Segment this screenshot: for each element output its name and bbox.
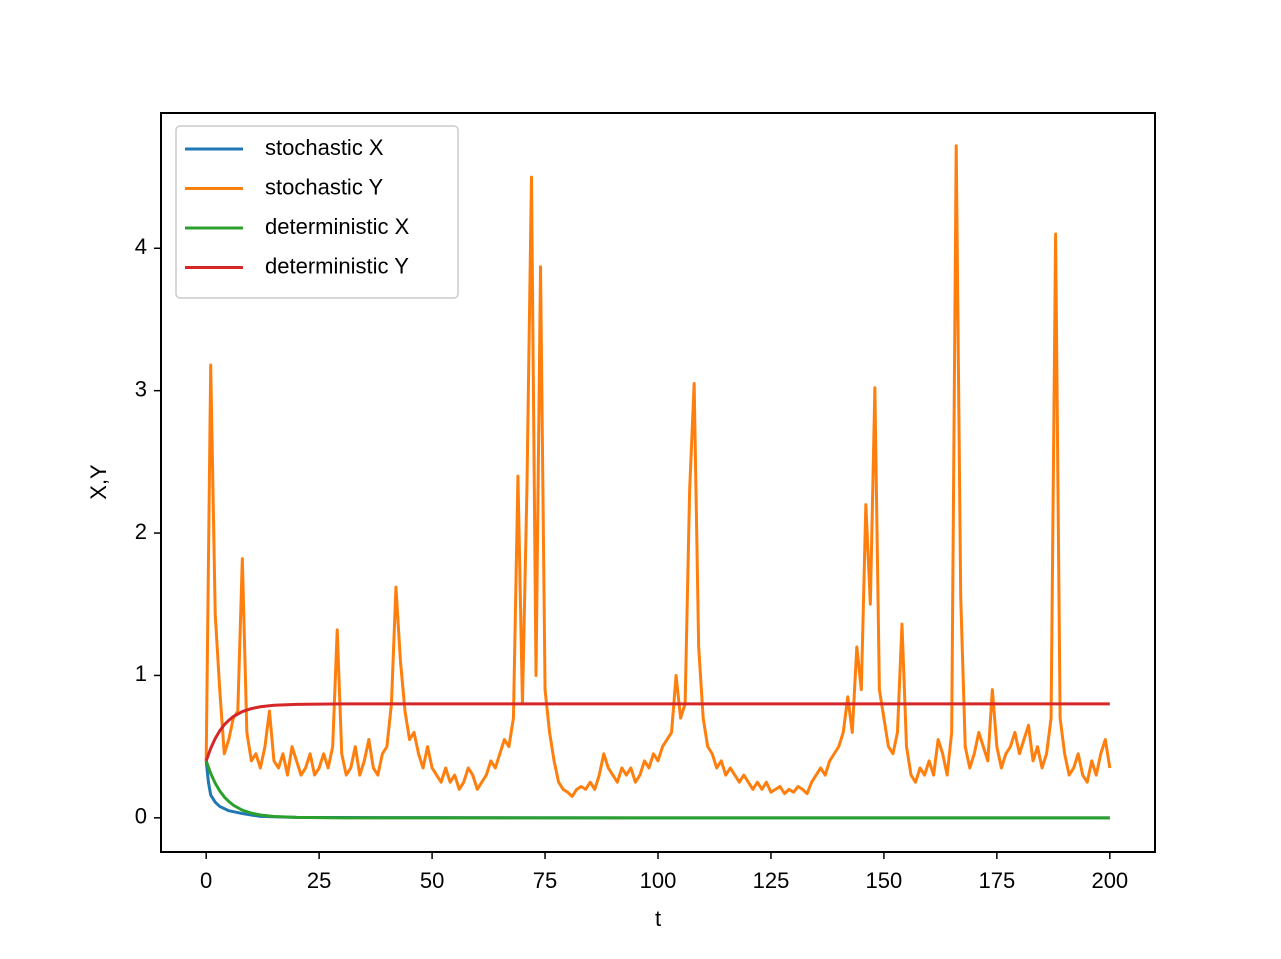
legend-label: stochastic Y	[265, 174, 384, 199]
x-tick-label: 50	[420, 868, 444, 893]
y-tick-label: 3	[135, 376, 147, 401]
y-tick-label: 2	[135, 519, 147, 544]
plot-area	[204, 144, 1112, 820]
x-tick-label: 75	[533, 868, 557, 893]
x-tick-label: 125	[753, 868, 790, 893]
x-tick-label: 25	[307, 868, 331, 893]
x-tick-label: 200	[1091, 868, 1128, 893]
line-series	[204, 760, 1110, 820]
legend-box	[175, 125, 459, 299]
line-series	[204, 144, 1112, 798]
legend-label: deterministic X	[265, 214, 410, 239]
x-tick-label: 100	[640, 868, 677, 893]
x-tick-label: 175	[979, 868, 1016, 893]
x-tick-label: 0	[200, 868, 212, 893]
y-tick-label: 4	[135, 234, 147, 259]
legend-label: deterministic Y	[265, 253, 409, 278]
x-tick-label: 150	[866, 868, 903, 893]
y-tick-label: 1	[135, 661, 147, 686]
legend-label: stochastic X	[265, 135, 384, 160]
y-tick-label: 0	[135, 804, 147, 829]
x-axis-label: t	[655, 906, 661, 931]
y-axis-label: X,Y	[86, 464, 111, 500]
line-series	[204, 702, 1110, 762]
